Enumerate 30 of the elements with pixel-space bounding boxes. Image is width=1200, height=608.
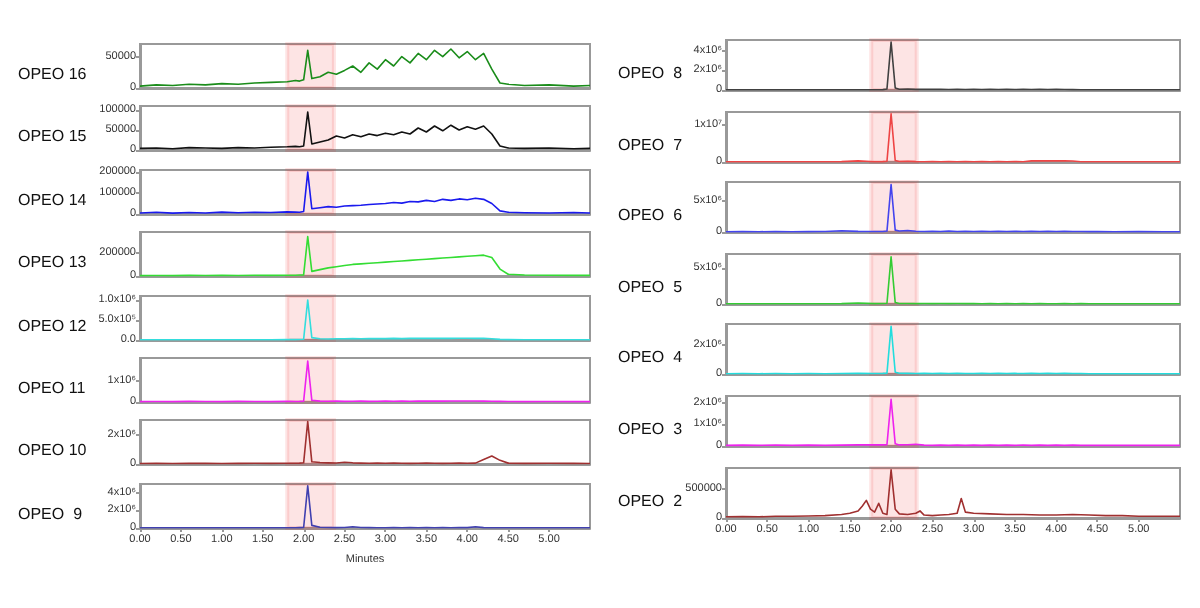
line-series bbox=[139, 236, 591, 277]
line-series bbox=[725, 468, 1181, 517]
line-series bbox=[139, 421, 591, 466]
text: OPEO 10 bbox=[18, 441, 88, 460]
text: OPEO 11 bbox=[18, 379, 87, 397]
line-series bbox=[139, 360, 591, 403]
line-series bbox=[139, 48, 591, 87]
text: OPEO 15 bbox=[18, 127, 88, 146]
text: OPEO 2 bbox=[618, 491, 684, 510]
line-series bbox=[139, 298, 591, 340]
line-series bbox=[725, 255, 1181, 305]
text: OPEO 13 bbox=[18, 253, 88, 272]
text: OPEO 4 bbox=[618, 348, 684, 367]
text: OPEO 14 bbox=[18, 190, 88, 209]
line-series bbox=[725, 41, 1181, 91]
text: OPEO 9 bbox=[18, 504, 84, 523]
line-series bbox=[725, 398, 1181, 447]
text: OPEO 8 bbox=[618, 64, 684, 82]
text: OPEO 6 bbox=[618, 206, 684, 225]
text: OPEO 16 bbox=[18, 65, 88, 83]
line-series bbox=[725, 184, 1181, 233]
line-series bbox=[139, 111, 591, 151]
line-series bbox=[725, 326, 1181, 376]
text: OPEO 5 bbox=[618, 277, 684, 296]
text: OPEO 3 bbox=[618, 420, 684, 438]
line-series bbox=[139, 170, 591, 214]
text: OPEO 7 bbox=[618, 135, 684, 154]
line-series bbox=[725, 112, 1181, 162]
text: OPEO 12 bbox=[18, 316, 88, 335]
line-series bbox=[139, 484, 591, 529]
